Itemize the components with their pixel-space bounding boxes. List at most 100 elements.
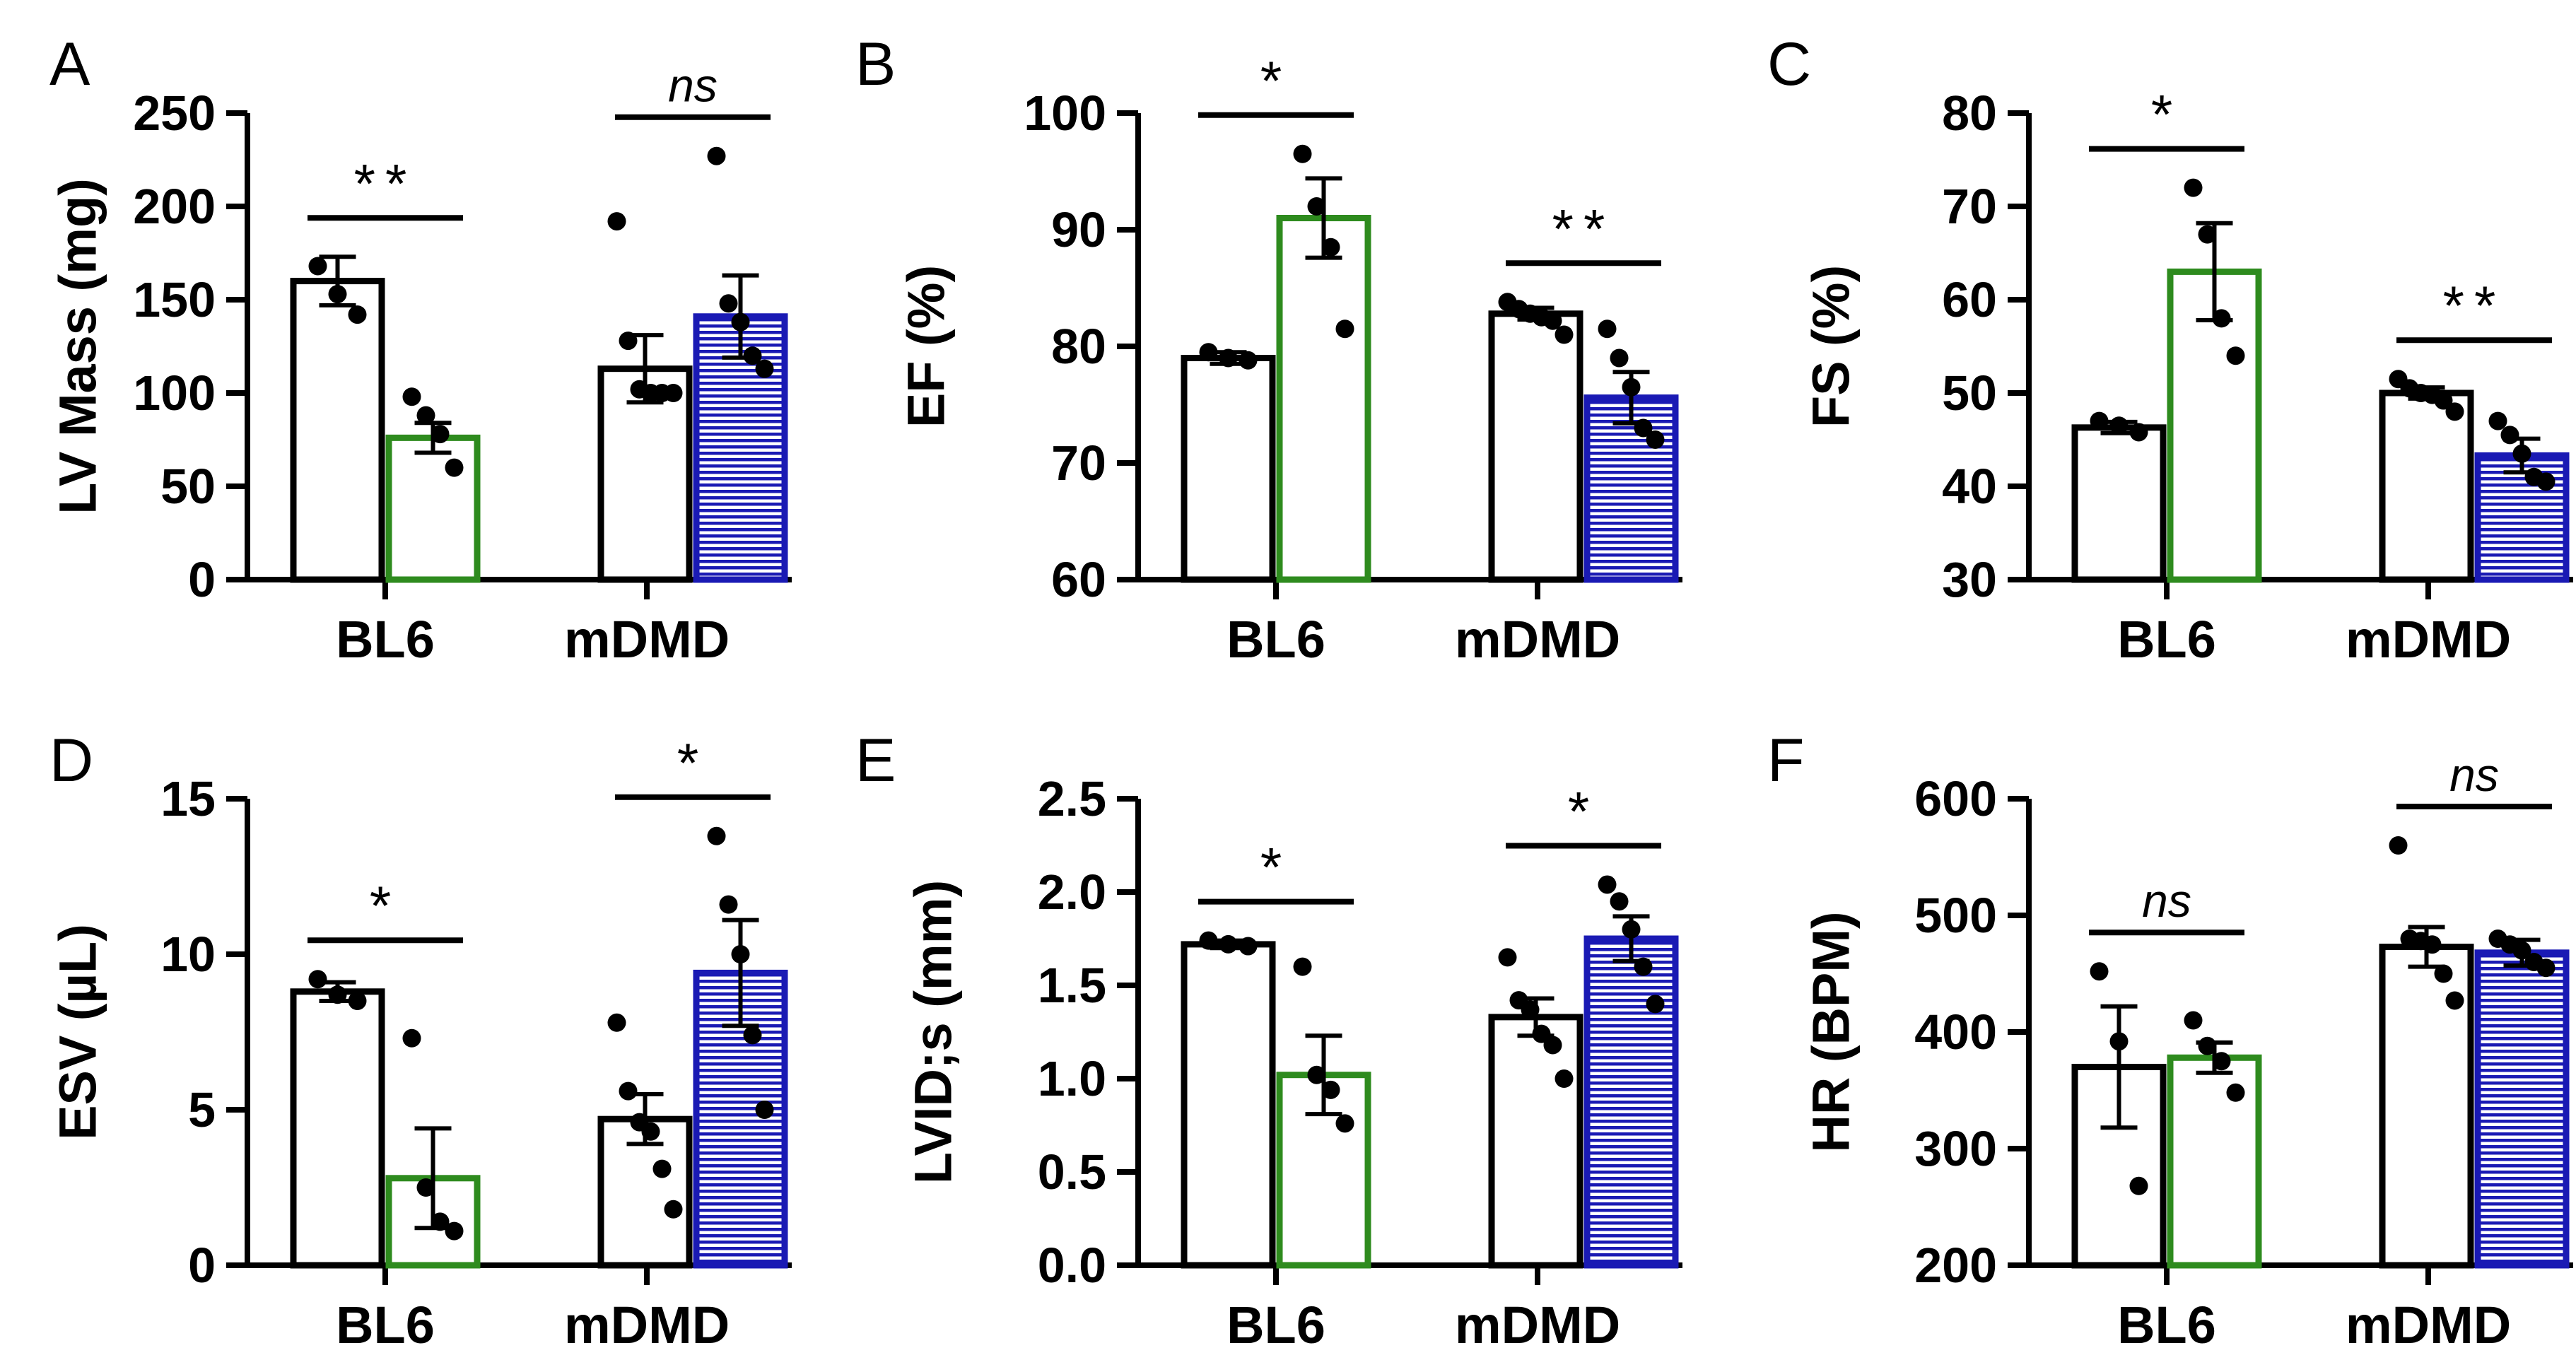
data-point <box>348 992 367 1010</box>
data-point <box>607 1013 626 1032</box>
data-point <box>2109 416 2129 435</box>
data-point <box>1335 1114 1354 1133</box>
data-point <box>664 1200 683 1219</box>
bar-mdmd-white <box>597 365 693 583</box>
x-tick-label: mDMD <box>1455 1296 1620 1354</box>
panel-D: D ESV (µL) 0 5 10 15 BL6 mDMD * * <box>49 727 792 1354</box>
data-point <box>1307 197 1326 216</box>
y-tick-label: 5 <box>188 1082 216 1137</box>
data-point <box>755 359 774 378</box>
y-tick-label: 100 <box>133 365 216 421</box>
y-tick-label: 1.0 <box>1038 1051 1106 1106</box>
data-point <box>2445 991 2464 1010</box>
data-point <box>2198 225 2217 244</box>
data-point <box>707 146 726 165</box>
data-point <box>1293 957 1312 976</box>
bar-mdmd-blue <box>1583 935 1679 1269</box>
x-tick-label: mDMD <box>2346 1296 2511 1354</box>
panel-letter: D <box>49 727 93 795</box>
data-point <box>1239 937 1258 956</box>
y-tick-label: 0 <box>188 1238 216 1293</box>
data-point <box>731 312 750 332</box>
data-point <box>445 458 464 477</box>
bar-bl6-green <box>1276 215 1371 583</box>
bar-bl6-white <box>290 988 385 1269</box>
x-tick-label: BL6 <box>1226 1296 1325 1354</box>
bar-mdmd-white <box>2379 389 2474 583</box>
y-tick-label: 10 <box>160 927 216 982</box>
data-point <box>402 387 421 406</box>
y-axis-label: LV Mass (mg) <box>49 178 107 515</box>
significance-label: * <box>1260 49 1292 112</box>
significance-label: * <box>677 732 708 794</box>
y-tick-label: 90 <box>1051 202 1106 257</box>
x-tick-label: mDMD <box>564 610 730 669</box>
y-tick-label: 500 <box>1914 888 1997 943</box>
data-point <box>719 294 738 313</box>
y-tick-label: 600 <box>1914 771 1997 826</box>
y-tick-label: 70 <box>1051 435 1106 491</box>
panel-E: E LVID;s (mm) 0.0 0.5 1.0 1.5 2.0 2.5 BL6 mDMD * * <box>855 727 1682 1354</box>
data-point <box>1199 343 1218 362</box>
data-point <box>431 425 450 444</box>
data-point <box>1219 934 1238 954</box>
data-point <box>1321 238 1340 257</box>
y-tick-label: 2.0 <box>1038 864 1106 920</box>
y-tick-label: 150 <box>133 272 216 327</box>
data-point <box>1219 348 1238 368</box>
y-tick-label: 80 <box>1051 319 1106 374</box>
data-point <box>1610 892 1629 911</box>
data-point <box>2536 472 2555 491</box>
data-point <box>2109 1032 2129 1051</box>
panel-letter: F <box>1767 727 1805 795</box>
y-axis-label: HR (BPM) <box>1802 911 1861 1152</box>
data-point <box>1532 1024 1551 1043</box>
bar-bl6-green <box>1276 1072 1371 1269</box>
panel-letter: A <box>49 30 90 98</box>
significance-label: ns <box>2142 874 2191 927</box>
data-point <box>1543 311 1562 330</box>
y-tick-label: 0 <box>188 552 216 607</box>
y-tick-label: 200 <box>133 179 216 234</box>
y-tick-label: 30 <box>1942 552 1997 607</box>
y-axis-label: ESV (µL) <box>49 924 107 1140</box>
y-tick-label: 250 <box>133 86 216 141</box>
data-point <box>2536 958 2555 978</box>
x-tick-label: BL6 <box>2117 610 2216 669</box>
bar-bl6-white <box>290 278 385 583</box>
data-point <box>2226 1083 2245 1102</box>
data-point <box>2212 309 2231 328</box>
bar-bl6-green <box>2167 1054 2262 1269</box>
data-point <box>619 1081 638 1101</box>
data-point <box>2423 935 2442 954</box>
bar-mdmd-white <box>1488 1014 1583 1269</box>
data-point <box>1498 948 1517 967</box>
y-tick-label: 80 <box>1942 86 1997 141</box>
y-tick-label: 70 <box>1942 179 1997 234</box>
data-point <box>1543 1036 1562 1055</box>
data-point <box>743 346 762 365</box>
panel-letter: E <box>855 727 896 795</box>
data-point <box>2488 411 2507 430</box>
significance-label: * <box>1260 836 1292 898</box>
data-point <box>1622 377 1641 397</box>
data-point <box>2129 1176 2148 1195</box>
significance-label: ** <box>354 152 417 214</box>
data-point <box>308 970 327 989</box>
data-point <box>743 1026 762 1045</box>
data-point <box>1634 418 1653 438</box>
significance-label: ** <box>1552 197 1615 259</box>
data-point <box>664 384 683 402</box>
significance-label: * <box>1568 780 1599 842</box>
x-tick-label: BL6 <box>2117 1296 2216 1354</box>
data-point <box>2184 1011 2203 1030</box>
y-tick-label: 400 <box>1914 1004 1997 1060</box>
data-point <box>1321 1080 1340 1099</box>
y-tick-label: 1.5 <box>1038 958 1106 1013</box>
data-point <box>619 332 638 351</box>
x-tick-label: mDMD <box>2346 610 2511 669</box>
data-point <box>755 1101 774 1119</box>
panel-F: F HR (BPM) 200 300 400 500 600 BL6 mDMD ns ns <box>1767 727 2573 1354</box>
